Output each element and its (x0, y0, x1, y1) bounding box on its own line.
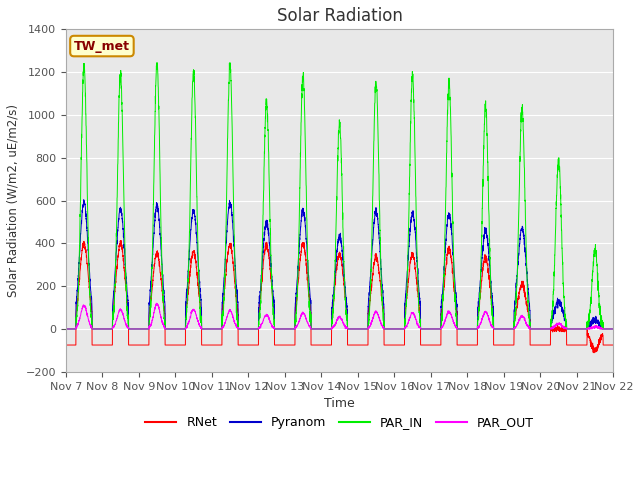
Pyranom (62, 326, 70, 332)
RNet (319, 342, 327, 348)
Pyranom (161, 293, 168, 299)
PAR_OUT (462, 326, 470, 332)
Y-axis label: Solar Radiation (W/m2, uE/m2/s): Solar Radiation (W/m2, uE/m2/s) (7, 104, 20, 297)
RNet (161, 308, 168, 314)
Line: PAR_IN: PAR_IN (66, 62, 613, 329)
Pyranom (462, 326, 470, 332)
PAR_IN (609, 326, 616, 332)
PAR_OUT (62, 326, 70, 332)
PAR_OUT (152, 300, 160, 306)
RNet (62, 342, 70, 348)
PAR_OUT (609, 326, 616, 332)
RNet (590, 350, 598, 356)
Pyranom (432, 326, 440, 332)
PAR_OUT (319, 326, 327, 332)
Pyranom (609, 326, 616, 332)
PAR_IN (609, 326, 617, 332)
RNet (609, 342, 616, 348)
RNet (117, 238, 125, 243)
PAR_OUT (161, 323, 168, 329)
Line: Pyranom: Pyranom (66, 200, 613, 329)
Pyranom (609, 326, 617, 332)
PAR_OUT (432, 326, 440, 332)
Legend: RNet, Pyranom, PAR_IN, PAR_OUT: RNet, Pyranom, PAR_IN, PAR_OUT (140, 411, 539, 434)
Pyranom (493, 326, 501, 332)
PAR_IN (493, 326, 501, 332)
Line: RNet: RNet (66, 240, 613, 353)
PAR_IN (432, 326, 440, 332)
RNet (462, 342, 470, 348)
Text: TW_met: TW_met (74, 39, 130, 52)
PAR_IN (462, 326, 470, 332)
PAR_OUT (493, 326, 501, 332)
RNet (432, 342, 440, 348)
X-axis label: Time: Time (324, 397, 355, 410)
RNet (493, 342, 501, 348)
PAR_IN (62, 326, 70, 332)
PAR_IN (161, 315, 168, 321)
Title: Solar Radiation: Solar Radiation (276, 7, 403, 25)
PAR_IN (319, 326, 327, 332)
PAR_OUT (609, 326, 617, 332)
Pyranom (80, 197, 88, 203)
Line: PAR_OUT: PAR_OUT (66, 303, 613, 329)
PAR_IN (153, 60, 161, 65)
RNet (609, 342, 617, 348)
Pyranom (319, 326, 327, 332)
